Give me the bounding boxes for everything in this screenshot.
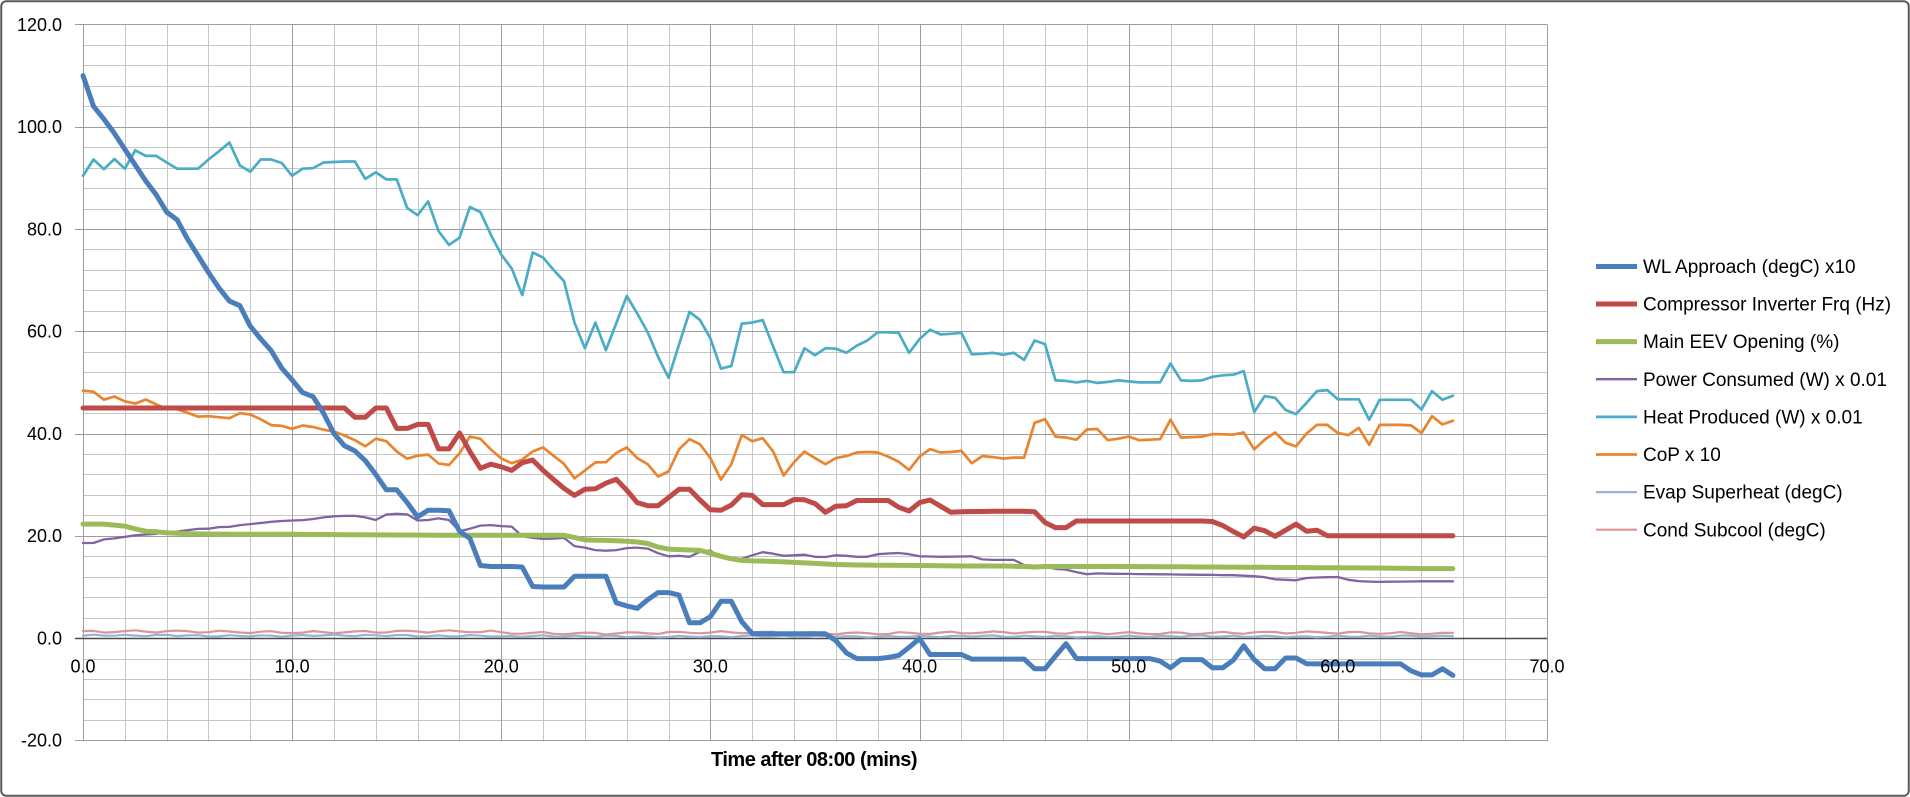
- svg-text:CoP x 10: CoP x 10: [1643, 445, 1721, 466]
- svg-text:20.0: 20.0: [27, 526, 62, 546]
- svg-text:70.0: 70.0: [1529, 657, 1564, 677]
- svg-text:30.0: 30.0: [693, 657, 728, 677]
- svg-text:120.0: 120.0: [17, 15, 62, 35]
- svg-text:WL Approach (degC) x10: WL Approach (degC) x10: [1643, 257, 1856, 278]
- svg-text:Main EEV Opening (%): Main EEV Opening (%): [1643, 332, 1839, 353]
- svg-text:100.0: 100.0: [17, 117, 62, 137]
- svg-text:Time after 08:00 (mins): Time after 08:00 (mins): [711, 749, 917, 771]
- svg-text:Power Consumed (W) x 0.01: Power Consumed (W) x 0.01: [1643, 370, 1887, 391]
- svg-text:-20.0: -20.0: [21, 731, 62, 751]
- svg-text:60.0: 60.0: [1320, 657, 1355, 677]
- svg-text:40.0: 40.0: [27, 424, 62, 444]
- svg-text:Compressor Inverter Frq (Hz): Compressor Inverter Frq (Hz): [1643, 295, 1891, 316]
- svg-text:20.0: 20.0: [484, 657, 519, 677]
- svg-text:50.0: 50.0: [1111, 657, 1146, 677]
- svg-text:0.0: 0.0: [70, 657, 95, 677]
- svg-text:Cond Subcool (degC): Cond Subcool (degC): [1643, 520, 1826, 541]
- svg-text:40.0: 40.0: [902, 657, 937, 677]
- svg-text:Evap Superheat (degC): Evap Superheat (degC): [1643, 483, 1843, 504]
- svg-text:10.0: 10.0: [275, 657, 310, 677]
- svg-text:0.0: 0.0: [37, 628, 62, 648]
- svg-text:Heat Produced (W) x 0.01: Heat Produced (W) x 0.01: [1643, 408, 1863, 429]
- svg-text:60.0: 60.0: [27, 322, 62, 342]
- svg-text:80.0: 80.0: [27, 219, 62, 239]
